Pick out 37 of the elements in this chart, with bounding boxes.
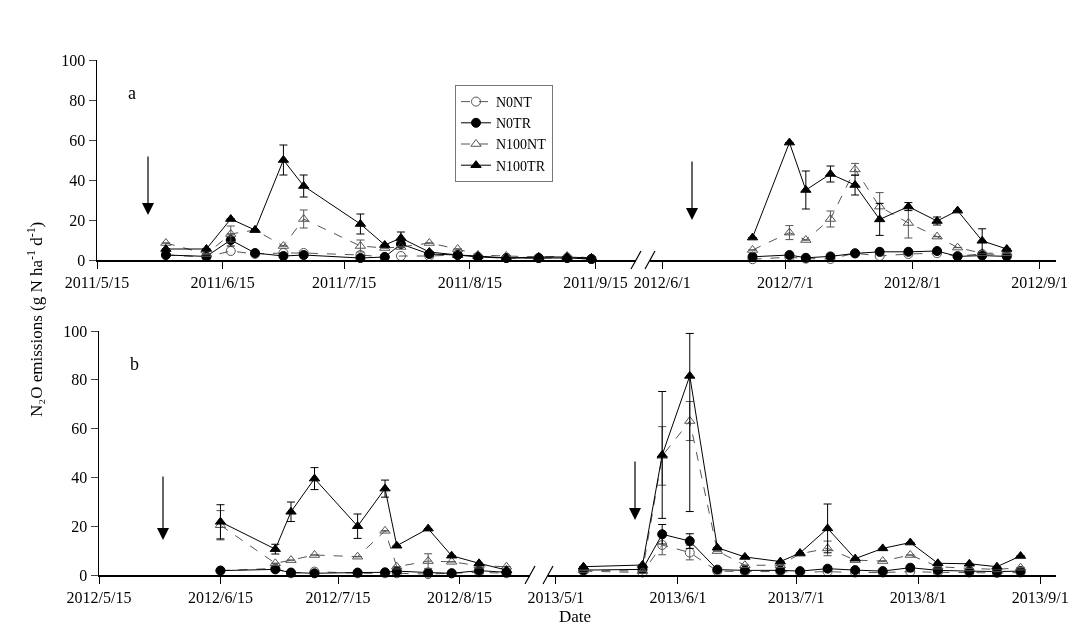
y-tick-label: 100 — [63, 322, 88, 340]
x-tick-label: 2013/9/1 — [1011, 588, 1069, 606]
x-axis-title: Date — [559, 607, 592, 626]
x-tick-label: 2013/5/1 — [527, 588, 585, 606]
x-tick-label: 2012/5/15 — [66, 588, 132, 606]
y-tick-label: 40 — [69, 171, 86, 189]
x-tick-label: 2011/8/15 — [437, 273, 502, 291]
x-tick-label: 2013/7/1 — [767, 588, 825, 606]
y-tick-label: 60 — [69, 131, 86, 149]
x-tick-label: 2011/5/15 — [64, 273, 130, 291]
legend-label: N100NT — [496, 137, 547, 153]
x-tick-label: 2012/8/15 — [427, 588, 492, 606]
x-tick-label: 2013/8/1 — [889, 588, 947, 606]
y-tick-label: 100 — [61, 51, 86, 69]
legend-label: N0TR — [496, 116, 532, 132]
x-tick-label: 2011/9/15 — [563, 273, 628, 291]
x-tick-label: 2012/8/1 — [884, 273, 941, 291]
y-tick-label: 80 — [69, 91, 86, 109]
annotation: b — [130, 354, 139, 374]
y-tick-label: 20 — [69, 211, 86, 229]
legend-label: N0NT — [496, 95, 533, 111]
y-tick-label: 60 — [71, 420, 88, 438]
legend-label: N100TR — [496, 158, 546, 174]
x-tick-label: 2013/6/1 — [649, 588, 707, 606]
annotation: a — [128, 83, 136, 103]
x-tick-label: 2011/6/15 — [190, 273, 255, 291]
y-tick-label: 80 — [71, 371, 88, 389]
y-tick-label: 0 — [79, 566, 88, 584]
y-tick-label: 0 — [77, 251, 86, 269]
x-tick-label: 2012/7/15 — [305, 588, 371, 606]
x-tick-label: 2011/7/15 — [312, 273, 377, 291]
x-tick-label: 2012/7/1 — [756, 273, 814, 291]
y-tick-label: 40 — [71, 469, 88, 486]
x-tick-label: 2012/6/15 — [188, 588, 253, 606]
x-tick-label: 2012/6/1 — [633, 273, 691, 291]
y-tick-label: 20 — [71, 517, 88, 535]
x-tick-label: 2012/9/1 — [1011, 273, 1069, 291]
